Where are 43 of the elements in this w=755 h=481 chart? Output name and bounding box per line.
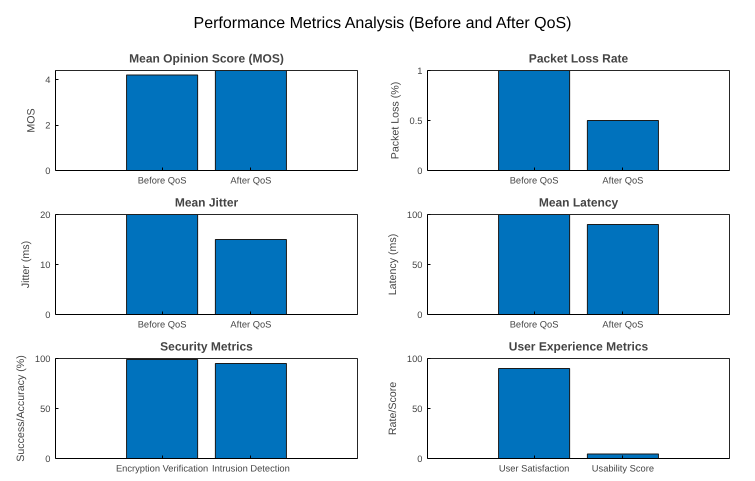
y-tick-label: 2 (45, 120, 51, 131)
chart-title: Mean Opinion Score (MOS) (129, 52, 284, 66)
y-tick-label: 100 (406, 210, 423, 220)
x-tick-label: Before QoS (138, 176, 186, 186)
y-axis-title: Packet Loss (%) (390, 82, 402, 160)
x-tick-label: Before QoS (510, 176, 558, 186)
x-tick-label: Before QoS (510, 320, 558, 330)
y-tick-label: 50 (412, 404, 423, 414)
x-tick-label: User Satisfaction (498, 464, 570, 474)
chart-title: Security Metrics (160, 340, 254, 354)
x-tick-label: After QoS (602, 176, 644, 186)
y-tick-label: 10 (40, 260, 51, 270)
x-tick-label: After QoS (230, 176, 272, 186)
y-tick-label: 100 (34, 354, 51, 364)
x-tick-label: Before QoS (138, 320, 186, 330)
y-axis-title: Success/Accuracy (%) (14, 355, 27, 462)
x-tick-label: After QoS (602, 320, 644, 330)
y-tick-label: 50 (412, 260, 423, 270)
y-axis-title: Jitter (ms) (20, 240, 32, 288)
y-axis-title: Rate/Score (386, 382, 399, 436)
chart-title: User Experience Metrics (508, 340, 649, 354)
x-tick-label: Intrusion Detection (212, 464, 290, 474)
chart-title: Mean Jitter (174, 196, 239, 210)
x-tick-label: After QoS (230, 320, 272, 330)
y-axis-title: Latency (ms) (386, 234, 399, 296)
y-tick-label: 0 (45, 454, 51, 464)
chart-title: Mean Latency (538, 196, 619, 210)
y-tick-label: 0.5 (410, 116, 422, 126)
y-tick-label: 0 (45, 310, 51, 320)
chart-title: Packet Loss Rate (528, 52, 629, 66)
y-tick-label: 4 (45, 75, 51, 86)
y-axis-title: MOS (25, 108, 38, 133)
y-tick-label: 0 (417, 166, 423, 176)
y-tick-label: 0 (417, 310, 423, 320)
y-tick-label: 0 (417, 454, 423, 464)
x-tick-label: Usability Score (592, 464, 654, 474)
y-tick-label: 50 (40, 404, 51, 414)
y-tick-label: 20 (40, 210, 51, 220)
text: Performance Metrics Analysis (Before and After QoS) (194, 14, 572, 34)
y-tick-label: 0 (45, 166, 51, 176)
y-tick-label: 100 (406, 354, 423, 364)
y-tick-label: 1 (417, 66, 423, 76)
x-tick-label: Encryption Verification (116, 464, 208, 474)
